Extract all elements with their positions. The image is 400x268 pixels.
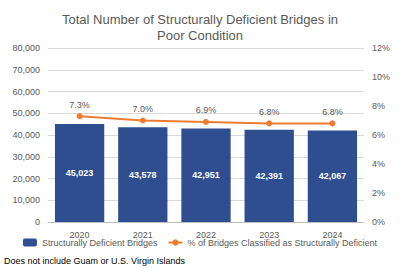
svg-text:7.3%: 7.3%: [69, 100, 90, 110]
svg-text:42,391: 42,391: [255, 171, 283, 181]
svg-text:6.8%: 6.8%: [322, 107, 343, 117]
svg-text:Does not include Guam or U.S.: Does not include Guam or U.S. Virgin Isl…: [4, 256, 185, 266]
svg-text:Poor Condition: Poor Condition: [157, 28, 243, 43]
svg-text:2022: 2022: [196, 229, 216, 240]
svg-text:8%: 8%: [372, 101, 385, 111]
svg-text:2020: 2020: [69, 229, 90, 240]
svg-text:10,000: 10,000: [12, 195, 40, 205]
svg-text:Structurally Deficient Bridges: Structurally Deficient Bridges: [42, 238, 158, 248]
svg-text:10%: 10%: [372, 72, 390, 82]
svg-text:6.8%: 6.8%: [259, 107, 280, 117]
svg-text:6.9%: 6.9%: [196, 105, 217, 115]
svg-text:0%: 0%: [372, 217, 385, 227]
svg-text:42,067: 42,067: [319, 171, 347, 181]
svg-text:80,000: 80,000: [12, 43, 40, 53]
svg-text:70,000: 70,000: [12, 65, 40, 75]
svg-text:7.0%: 7.0%: [133, 104, 154, 114]
svg-text:40,000: 40,000: [12, 130, 40, 140]
svg-text:2024: 2024: [322, 229, 343, 240]
svg-text:30,000: 30,000: [12, 152, 40, 162]
svg-text:45,023: 45,023: [66, 168, 94, 178]
svg-text:60,000: 60,000: [12, 87, 40, 97]
svg-text:20,000: 20,000: [12, 174, 40, 184]
svg-text:Total Number of Structurally D: Total Number of Structurally Deficient B…: [62, 12, 338, 27]
svg-text:2021: 2021: [132, 229, 153, 240]
svg-text:50,000: 50,000: [12, 108, 40, 118]
svg-text:0: 0: [35, 217, 40, 227]
svg-text:43,578: 43,578: [129, 170, 157, 180]
svg-text:12%: 12%: [372, 43, 390, 53]
svg-text:2023: 2023: [259, 229, 280, 240]
svg-text:4%: 4%: [372, 159, 385, 169]
svg-text:2%: 2%: [372, 188, 385, 198]
svg-text:42,951: 42,951: [192, 170, 220, 180]
svg-text:6%: 6%: [372, 130, 385, 140]
svg-text:% of Bridges Classified as Str: % of Bridges Classified as Structurally …: [187, 238, 377, 248]
